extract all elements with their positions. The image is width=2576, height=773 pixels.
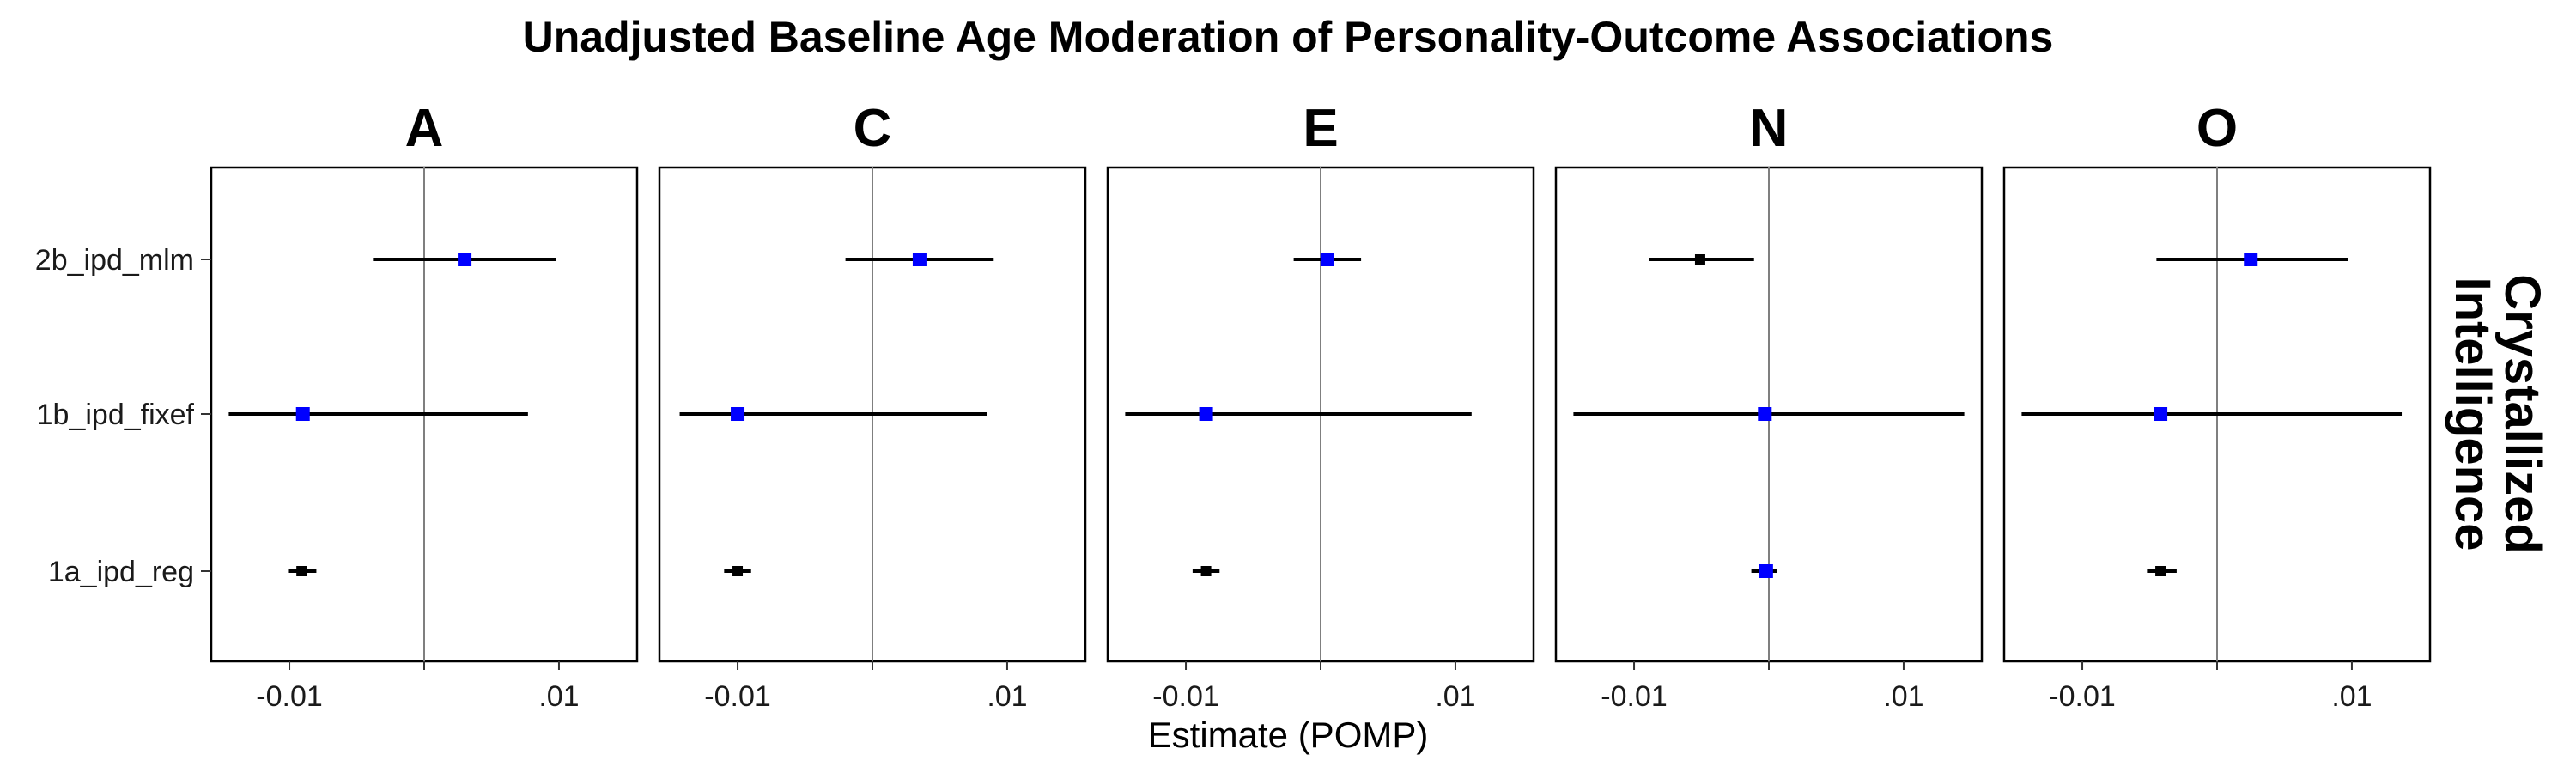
x-tick-label: -0.01 (704, 680, 771, 713)
point-estimate (731, 407, 745, 421)
facet-panels: A -0.01 .01 C -0.01 .01 E -0.01 .01 N -0.01 .01 O -0.… (210, 99, 2432, 713)
x-tick-label: -0.01 (256, 680, 323, 713)
panel-o: O -0.01 .01 (2002, 99, 2432, 713)
row-strip-label: CrystallizedIntelligence (2445, 274, 2550, 554)
point-estimate (295, 407, 310, 421)
point-estimate (1759, 564, 1773, 578)
facet-label: A (405, 99, 444, 158)
row-strip-line: Crystallized (2494, 274, 2550, 554)
panel-a: A -0.01 .01 (210, 99, 639, 713)
facet-label: C (854, 99, 892, 158)
y-tick-label: 2b_ipd_mlm (35, 244, 194, 277)
facet-label: N (1750, 99, 1789, 158)
facet-label: O (2196, 99, 2238, 158)
panel-n: N -0.01 .01 (1554, 99, 1984, 713)
panel-e: E -0.01 .01 (1106, 99, 1535, 713)
y-axis-labels: 2b_ipd_mlm 1b_ipd_fixef 1a_ipd_reg (35, 244, 211, 588)
point-estimate (1758, 407, 1772, 421)
x-tick-label: .01 (2331, 680, 2372, 713)
y-tick-label: 1b_ipd_fixef (37, 399, 195, 431)
x-tick-label: -0.01 (1152, 680, 1219, 713)
x-tick-label: -0.01 (1601, 680, 1668, 713)
y-tick-label: 1a_ipd_reg (48, 556, 194, 588)
x-tick-label: .01 (1883, 680, 1923, 713)
x-tick-label: .01 (1435, 680, 1475, 713)
x-tick-label: .01 (538, 680, 579, 713)
x-axis-title: Estimate (POMP) (1148, 715, 1429, 755)
point-estimate (2244, 253, 2258, 266)
point-estimate (1199, 407, 1213, 421)
point-estimate (1694, 254, 1705, 265)
panel-c: C -0.01 .01 (658, 99, 1087, 713)
point-estimate (732, 566, 744, 576)
x-tick-label: .01 (987, 680, 1027, 713)
point-estimate (1320, 253, 1334, 266)
point-estimate (912, 253, 927, 266)
row-strip-line: Intelligence (2445, 277, 2500, 551)
x-tick-label: -0.01 (2049, 680, 2116, 713)
facet-label: E (1303, 99, 1338, 158)
point-estimate (2155, 566, 2166, 576)
chart-title: Unadjusted Baseline Age Moderation of Pe… (523, 13, 2054, 61)
point-estimate (296, 566, 307, 576)
point-estimate (2154, 407, 2168, 421)
point-estimate (458, 253, 472, 266)
row-strip-text: CrystallizedIntelligence (2445, 274, 2550, 554)
point-estimate (1200, 566, 1212, 576)
